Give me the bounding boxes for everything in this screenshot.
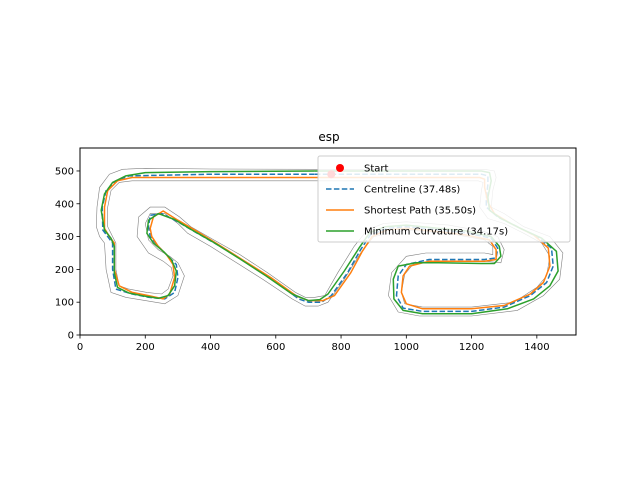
axes-frame — [79, 147, 577, 336]
legend-label-0: Start — [364, 164, 389, 175]
y-tick-label: 200 — [55, 265, 74, 276]
series-line-1 — [101, 173, 554, 313]
x-tick-label: 1400 — [524, 342, 549, 353]
series-line-2 — [103, 176, 551, 310]
x-tick-label: 800 — [332, 342, 351, 353]
plot-area — [95, 167, 564, 317]
legend-marker-start — [336, 164, 344, 172]
legend-label-3: Minimum Curvature (34.17s) — [364, 227, 508, 238]
legend-box — [317, 155, 571, 243]
x-tick-label: 400 — [201, 342, 220, 353]
y-tick-label: 500 — [55, 166, 74, 177]
y-axis: 0 100 200 300 400 500 — [55, 166, 80, 342]
x-axis: 0 200 400 600 800 1000 1200 1400 — [77, 335, 550, 353]
y-tick-label: 300 — [55, 232, 74, 243]
legend-label-2: Shortest Path (35.50s) — [364, 206, 476, 217]
track-boundary-outer — [95, 167, 564, 317]
y-tick-label: 100 — [55, 298, 74, 309]
x-tick-label: 1200 — [459, 342, 484, 353]
x-tick-label: 200 — [136, 342, 155, 353]
series-line-3 — [100, 170, 559, 315]
x-tick-label: 600 — [266, 342, 285, 353]
legend-label-1: Centreline (37.48s) — [364, 185, 460, 196]
y-tick-label: 400 — [55, 199, 74, 210]
chart-title: esp — [318, 130, 339, 144]
x-tick-label: 1000 — [394, 342, 419, 353]
legend: Start Centreline (37.48s) Shortest Path (3… — [317, 155, 571, 243]
y-tick-label: 0 — [68, 331, 74, 342]
x-tick-label: 0 — [77, 342, 83, 353]
